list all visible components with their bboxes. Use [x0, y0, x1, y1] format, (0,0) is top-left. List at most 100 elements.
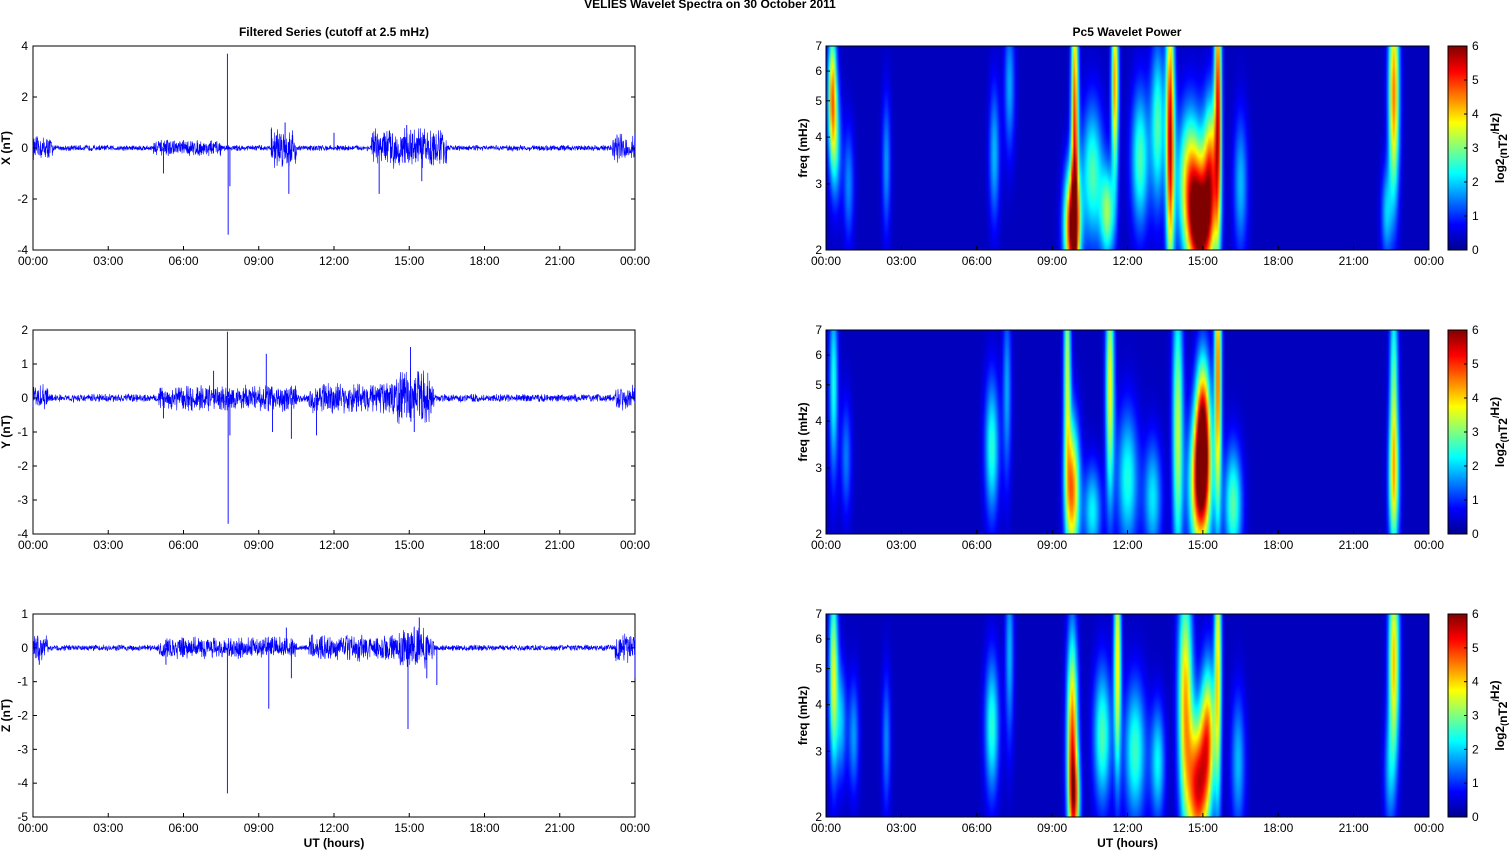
colorbar-tick-label-3-3: 3 [1472, 425, 1479, 439]
y-tick-label-2-2: -2 [17, 459, 28, 473]
y-axis-label: X (nT) [0, 131, 13, 165]
x-tick-label-1-3: 09:00 [1037, 254, 1067, 268]
x-tick-label-2-1: 03:00 [93, 538, 123, 552]
y-axis-label: freq (mHz) [796, 402, 810, 461]
y-tick-label-4-3: -2 [17, 709, 28, 723]
right-column-title: Pc5 Wavelet Power [1073, 25, 1182, 39]
y-tick-label-1-4: 6 [815, 64, 822, 78]
x-tick-label-4-6: 18:00 [469, 821, 499, 835]
y-axis-label: Z (nT) [0, 699, 13, 732]
wavelet-power-map [826, 614, 1429, 817]
y-tick-label-1-3: 5 [815, 94, 822, 108]
x-tick-label-2-0: 00:00 [18, 538, 48, 552]
x-tick-label-4-2: 06:00 [168, 821, 198, 835]
colorbar-tick-label-5-0: 0 [1472, 810, 1479, 824]
x-tick-label-5-7: 21:00 [1339, 821, 1369, 835]
colorbar-tick-label-1-0: 0 [1472, 243, 1479, 257]
colorbar-tick-label-3-2: 2 [1472, 459, 1479, 473]
y-axis-label: freq (mHz) [796, 686, 810, 745]
y-tick-label-5-5: 7 [815, 607, 822, 621]
y-tick-label-3-2: 4 [815, 414, 822, 428]
x-tick-label-5-2: 06:00 [962, 821, 992, 835]
colorbar-tick-label-1-4: 4 [1472, 107, 1479, 121]
x-tick-label-3-7: 21:00 [1339, 538, 1369, 552]
colorbar-tick-label-5-3: 3 [1472, 709, 1479, 723]
x-tick-label-5-4: 12:00 [1112, 821, 1142, 835]
y-tick-label-0-4: 4 [21, 39, 28, 53]
x-tick-label-0-3: 09:00 [244, 254, 274, 268]
colorbar-tick-label-3-1: 1 [1472, 493, 1479, 507]
colorbar-tick-label-3-6: 6 [1472, 323, 1479, 337]
y-tick-label-2-3: -1 [17, 425, 28, 439]
y-tick-label-2-6: 2 [21, 323, 28, 337]
x-tick-label-5-1: 03:00 [886, 821, 916, 835]
y-tick-label-5-0: 2 [815, 810, 822, 824]
series-panel-0: -4 -2 0 2 4 X (nT) 00:00 03:00 06:00 09:00 12:00 15… [0, 39, 650, 268]
x-tick-label-3-5: 15:00 [1188, 538, 1218, 552]
colorbar-tick-label-3-0: 0 [1472, 527, 1479, 541]
y-tick-label-4-2: -3 [17, 742, 28, 756]
y-tick-label-0-2: 0 [21, 141, 28, 155]
y-tick-label-2-1: -3 [17, 493, 28, 507]
series-panel-4: -5 -4 -3 -2 -1 0 1 Z (nT) 00:00 03:00 06:00 09:00 12… [0, 607, 650, 850]
wavelet-power-map [826, 46, 1429, 250]
y-tick-label-1-1: 3 [815, 177, 822, 191]
wavelet-panel-5: 2 3 4 5 6 7 freq (mHz) 00:00 03:00 06:00 09:00 12:0… [796, 607, 1510, 850]
y-tick-label-3-3: 5 [815, 378, 822, 392]
x-tick-label-4-1: 03:00 [93, 821, 123, 835]
plot-area [32, 329, 636, 535]
x-tick-label-0-5: 15:00 [394, 254, 424, 268]
y-tick-label-2-5: 1 [21, 357, 28, 371]
y-tick-label-5-3: 5 [815, 662, 822, 676]
x-tick-label-2-8: 00:00 [620, 538, 650, 552]
series-panel-2: -4 -3 -2 -1 0 1 2 Y (nT) 00:00 03:00 06:00 09:00 12:… [0, 323, 650, 552]
y-tick-label-2-4: 0 [21, 391, 28, 405]
y-tick-label-3-5: 7 [815, 323, 822, 337]
colorbar-label: log2(nT2/Hz) [1488, 680, 1510, 750]
y-tick-label-4-1: -4 [17, 776, 28, 790]
x-tick-label-2-3: 09:00 [244, 538, 274, 552]
x-tick-label-2-6: 18:00 [469, 538, 499, 552]
x-tick-label-3-4: 12:00 [1112, 538, 1142, 552]
x-tick-label-3-6: 18:00 [1263, 538, 1293, 552]
y-tick-label-3-0: 2 [815, 527, 822, 541]
x-tick-label-1-2: 06:00 [962, 254, 992, 268]
x-tick-label-1-5: 15:00 [1188, 254, 1218, 268]
x-tick-label-0-2: 06:00 [168, 254, 198, 268]
colorbar-tick-label-1-6: 6 [1472, 39, 1479, 53]
y-tick-label-3-4: 6 [815, 348, 822, 362]
wavelet-power-map [826, 330, 1429, 534]
colorbar-label: log2(nT2/Hz) [1488, 113, 1510, 183]
x-tick-label-5-0: 00:00 [811, 821, 841, 835]
y-axis-label: Y (nT) [0, 415, 13, 449]
y-tick-label-1-2: 4 [815, 130, 822, 144]
left-column-title: Filtered Series (cutoff at 2.5 mHz) [239, 25, 429, 39]
x-tick-label-5-5: 15:00 [1188, 821, 1218, 835]
colorbar-tick-label-3-5: 5 [1472, 357, 1479, 371]
y-tick-label-4-6: 1 [21, 607, 28, 621]
x-tick-label-0-6: 18:00 [469, 254, 499, 268]
figure-title: VELIES Wavelet Spectra on 30 October 201… [584, 0, 836, 11]
y-tick-label-0-0: -4 [17, 243, 28, 257]
x-tick-label-4-8: 00:00 [620, 821, 650, 835]
x-tick-label-5-3: 09:00 [1037, 821, 1067, 835]
x-tick-label-0-7: 21:00 [545, 254, 575, 268]
x-tick-label-1-7: 21:00 [1339, 254, 1369, 268]
x-tick-label-5-6: 18:00 [1263, 821, 1293, 835]
wavelet-panel-1: 2 3 4 5 6 7 freq (mHz) 00:00 03:00 06:00 09:00 12:0… [796, 39, 1510, 268]
x-tick-label-0-1: 03:00 [93, 254, 123, 268]
y-tick-label-0-3: 2 [21, 90, 28, 104]
x-tick-label-4-0: 00:00 [18, 821, 48, 835]
x-tick-label-3-8: 00:00 [1414, 538, 1444, 552]
colorbar-tick-label-1-1: 1 [1472, 209, 1479, 223]
x-tick-label-4-3: 09:00 [244, 821, 274, 835]
x-tick-label-3-3: 09:00 [1037, 538, 1067, 552]
y-tick-label-5-4: 6 [815, 632, 822, 646]
x-tick-label-2-7: 21:00 [545, 538, 575, 552]
x-tick-label-5-8: 00:00 [1414, 821, 1444, 835]
x-axis-label: UT (hours) [1097, 836, 1158, 850]
y-tick-label-2-0: -4 [17, 527, 28, 541]
y-tick-label-5-1: 3 [815, 744, 822, 758]
